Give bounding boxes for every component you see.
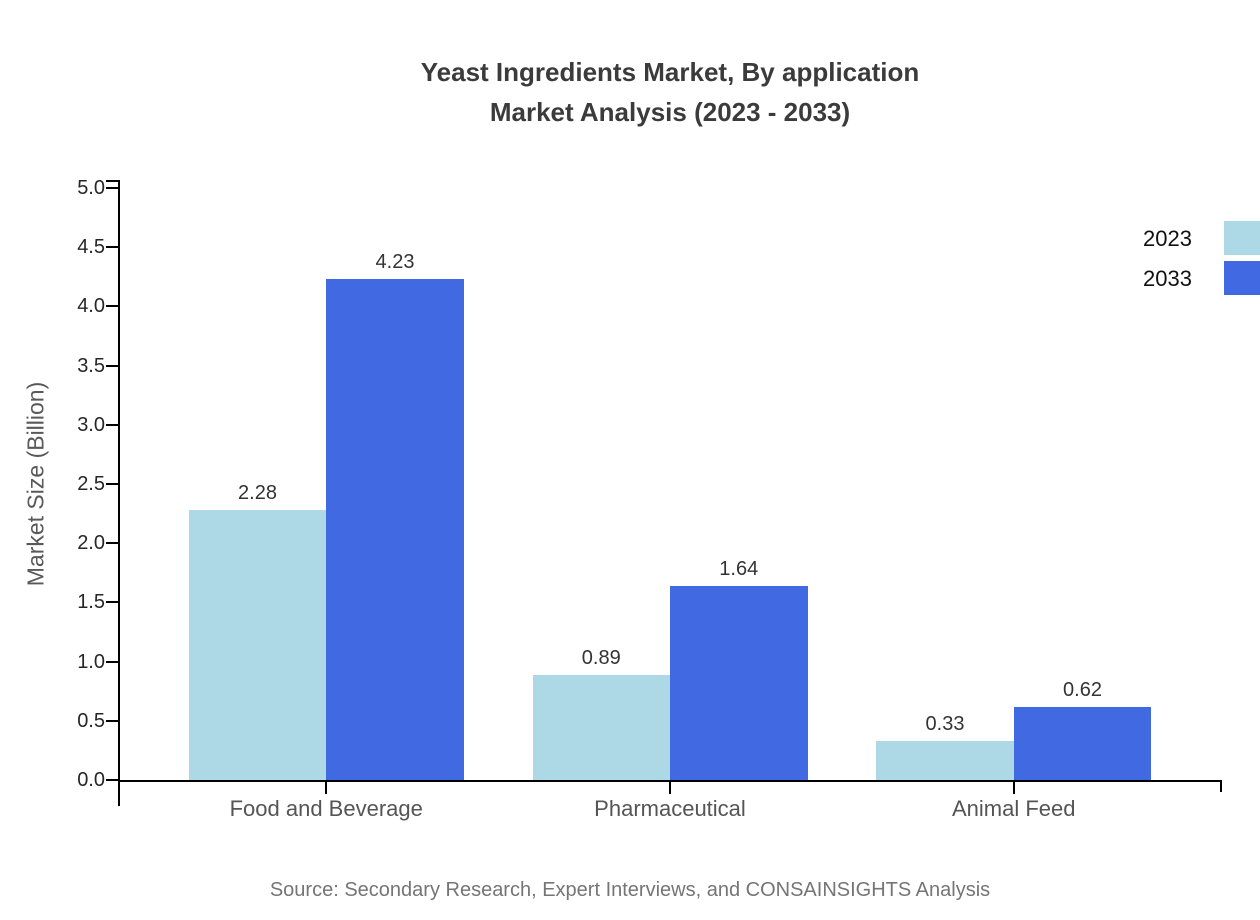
y-axis-tick-label: 4.0 — [77, 295, 105, 318]
legend-swatch-2023 — [1224, 221, 1260, 255]
y-axis-tick — [106, 660, 118, 663]
bar-value-label: 4.23 — [375, 251, 415, 274]
y-axis-tick-label: 3.0 — [77, 413, 105, 436]
y-axis-tick-label: 5.0 — [77, 177, 105, 199]
chart-title-line1: Yeast Ingredients Market, By application — [420, 57, 920, 87]
source-note: Source: Secondary Research, Expert Inter… — [269, 879, 991, 901]
y-axis-tick-label: 1.5 — [77, 591, 105, 614]
bar-2023-pharmaceutical — [532, 674, 670, 780]
bar-2023-food-and-beverage — [188, 510, 327, 780]
y-axis-tick — [106, 719, 118, 722]
x-axis-line — [118, 780, 1222, 782]
bar-value-label: 0.89 — [581, 646, 621, 669]
bar-2033-pharmaceutical — [670, 585, 808, 780]
y-axis-tick-label: 3.5 — [77, 354, 105, 377]
x-axis-end-cap — [1220, 780, 1222, 792]
y-axis-tick-label: 1.0 — [77, 650, 105, 673]
x-axis-category-label: Pharmaceutical — [594, 796, 746, 821]
y-axis-tick — [106, 364, 118, 367]
y-axis-tick — [106, 542, 118, 545]
y-axis-tick — [106, 483, 118, 485]
y-axis-tick — [106, 779, 118, 781]
y-axis-tick — [106, 423, 118, 426]
x-axis-tick — [669, 782, 671, 794]
y-axis-tick — [106, 187, 118, 189]
y-axis-tick-label: 4.5 — [77, 236, 105, 259]
bar-value-label: 0.33 — [925, 712, 965, 735]
y-axis-tick — [106, 305, 118, 308]
y-axis-tick — [106, 246, 118, 249]
y-axis-end-cap — [106, 180, 118, 182]
bar-2033-animal-feed — [1013, 706, 1152, 780]
bar-value-label: 0.62 — [1063, 678, 1102, 701]
x-axis-category-label: Animal Feed — [951, 796, 1076, 821]
legend-label-2023: 2023 — [1143, 226, 1192, 251]
bar-2023-animal-feed — [876, 740, 1014, 780]
x-axis-category-label: Food and Beverage — [229, 796, 423, 821]
legend-swatch-2033 — [1224, 260, 1260, 295]
legend-label-2033: 2033 — [1143, 265, 1192, 291]
x-axis-tick — [1012, 782, 1015, 794]
chart-title-line2: Market Analysis (2023 - 2033) — [489, 97, 851, 127]
bar-value-label: 1.64 — [719, 557, 759, 580]
x-axis-tick — [325, 782, 328, 794]
bar-value-label: 2.28 — [238, 482, 277, 505]
bar-2033-food-and-beverage — [326, 279, 464, 780]
y-axis-tick-label: 2.0 — [77, 532, 105, 555]
chart-title: Yeast Ingredients Market, By application… — [120, 52, 1220, 132]
y-axis-tick-label: 0.0 — [77, 769, 105, 791]
y-axis-tick-label: 2.5 — [77, 473, 105, 495]
y-axis-line — [118, 180, 120, 806]
y-axis-tick-label: 0.5 — [77, 709, 105, 732]
y-axis-tick — [106, 601, 118, 604]
